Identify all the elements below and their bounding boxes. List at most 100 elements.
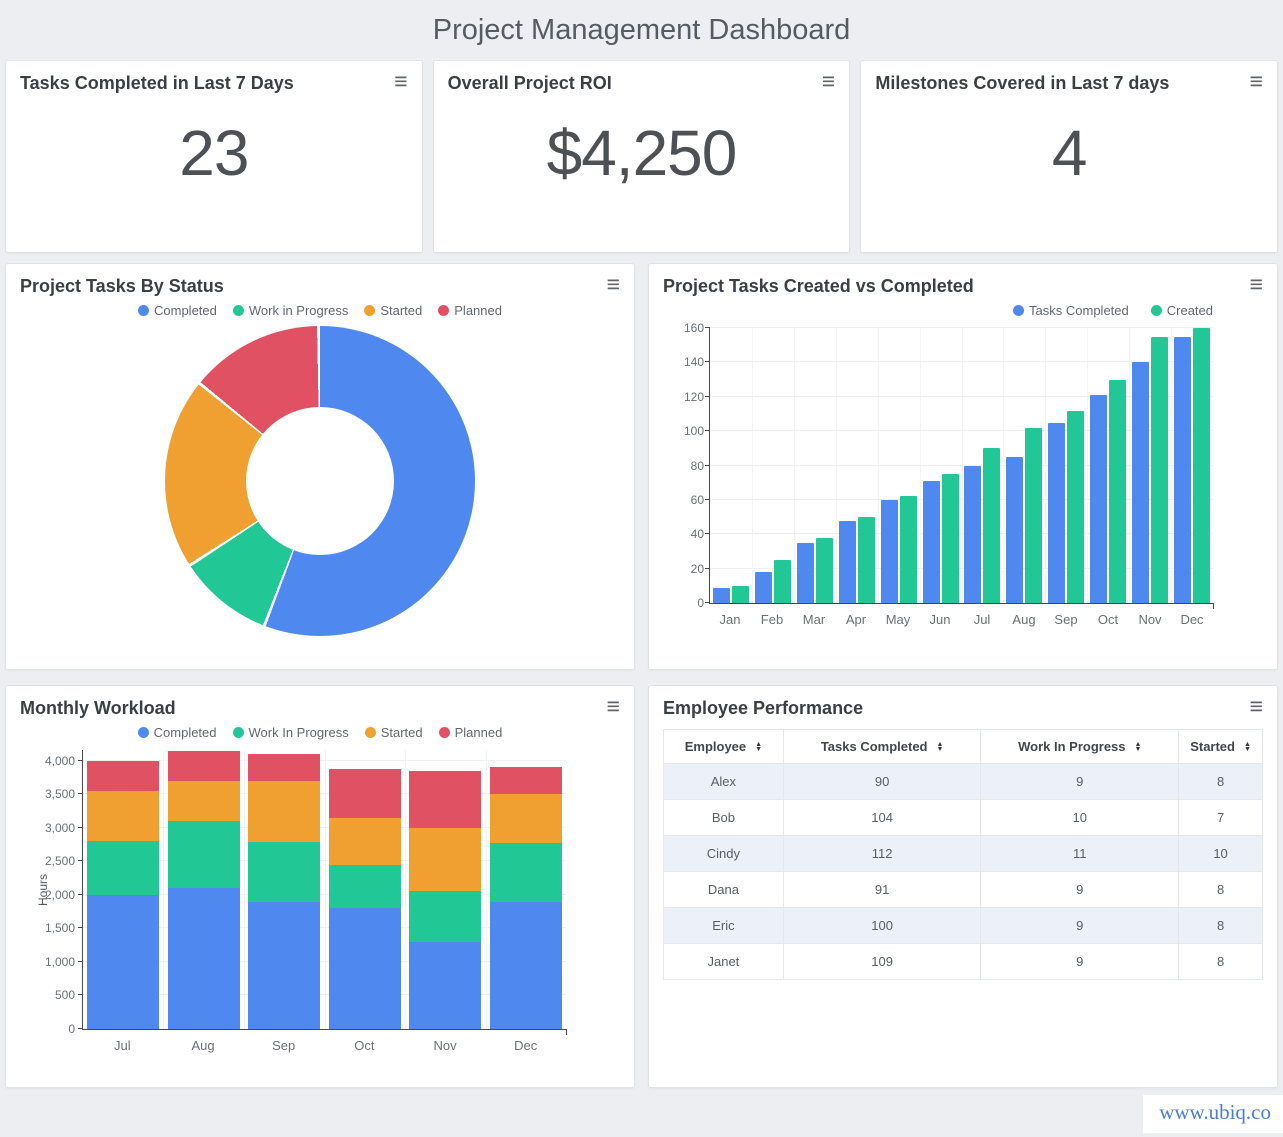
menu-icon[interactable]: ≡ bbox=[606, 693, 620, 719]
legend-item-completed[interactable]: Completed bbox=[137, 725, 217, 740]
donut-chart bbox=[165, 326, 475, 636]
x-axis-label-nov: Nov bbox=[1138, 612, 1162, 627]
column-header-tasks-completed[interactable]: Tasks Completed ▲ ▼ bbox=[782, 729, 982, 764]
legend-dot-icon bbox=[232, 305, 244, 316]
legend-item-work-in-progress[interactable]: Work in Progress bbox=[232, 303, 348, 318]
legend-label: Completed bbox=[153, 725, 217, 740]
table-row-cindy: Cindy 112 11 10 bbox=[663, 835, 1263, 872]
x-axis-label-feb: Feb bbox=[760, 612, 784, 627]
bar-created bbox=[773, 560, 791, 603]
legend-item-planned[interactable]: Planned bbox=[438, 725, 502, 740]
bar-segment-started bbox=[87, 790, 160, 842]
legend-item-tasks-completed[interactable]: Tasks Completed bbox=[1013, 303, 1129, 318]
chart-title: Project Tasks By Status bbox=[20, 276, 224, 296]
table-body: Alex 90 9 8 Bob 104 10 7 Cindy 112 11 10 Dana 91 9 8 Eri… bbox=[663, 763, 1263, 980]
chart-title: Project Tasks Created vs Completed bbox=[663, 276, 974, 296]
bar-segment-started bbox=[248, 780, 321, 842]
menu-icon[interactable]: ≡ bbox=[1249, 68, 1263, 94]
column-header-work-in-progress[interactable]: Work In Progress ▲ ▼ bbox=[980, 729, 1180, 764]
y-axis-tick bbox=[705, 567, 710, 569]
y-axis-tick-label: 2,500 bbox=[44, 854, 75, 869]
bar-segment-started bbox=[409, 827, 482, 891]
y-axis-tick-label: 160 bbox=[683, 321, 704, 335]
y-axis-tick bbox=[78, 927, 83, 929]
stacked-bar-nov bbox=[409, 750, 482, 1029]
legend-label: Started bbox=[380, 725, 423, 740]
menu-icon[interactable]: ≡ bbox=[1249, 693, 1263, 719]
sort-icon: ▲ ▼ bbox=[936, 740, 944, 753]
table-row-eric: Eric 100 9 8 bbox=[663, 907, 1263, 944]
kpi-title: Tasks Completed in Last 7 Days bbox=[20, 73, 294, 93]
charts-row-1: Project Tasks By Status ≡ Completed Work … bbox=[5, 263, 1278, 670]
menu-icon[interactable]: ≡ bbox=[394, 68, 408, 94]
x-axis-end-tick bbox=[566, 1029, 567, 1035]
column-header-employee[interactable]: Employee ▲ ▼ bbox=[663, 729, 784, 764]
bar-segment-work-in-progress bbox=[409, 890, 482, 942]
x-axis-label-apr: Apr bbox=[845, 612, 867, 627]
menu-icon[interactable]: ≡ bbox=[606, 271, 620, 297]
chart-card-monthly-workload: Monthly Workload ≡ Completed Work In Prog… bbox=[5, 685, 635, 1088]
legend-item-started[interactable]: Started bbox=[364, 725, 423, 740]
y-axis-tick bbox=[705, 395, 710, 397]
y-axis-tick-label: 0 bbox=[697, 596, 704, 610]
legend-item-started[interactable]: Started bbox=[364, 303, 422, 318]
x-axis-label-dec: Dec bbox=[514, 1038, 538, 1053]
bar-tasks-completed bbox=[1006, 456, 1024, 603]
bars-layer bbox=[83, 750, 566, 1029]
table-cell: 9 bbox=[980, 907, 1180, 944]
y-axis-tick bbox=[705, 533, 710, 535]
stacked-bar-oct bbox=[328, 750, 401, 1029]
table-cell: Eric bbox=[663, 907, 784, 944]
table-cell: 8 bbox=[1178, 907, 1263, 944]
bar-created bbox=[983, 448, 1001, 603]
bar-group-nov bbox=[405, 750, 486, 1029]
bar-created bbox=[1151, 336, 1169, 603]
y-axis-tick bbox=[78, 893, 83, 895]
y-axis-tick bbox=[78, 826, 83, 828]
bar-created bbox=[815, 537, 833, 603]
stacked-bar-chart: Hours 0 500 1,000 1,500 2,000 2,500 3,000 3,500… bbox=[20, 750, 620, 1053]
y-axis-tick-label: 60 bbox=[690, 492, 704, 507]
bar-tasks-completed bbox=[880, 499, 898, 603]
column-header-started[interactable]: Started ▲ ▼ bbox=[1178, 729, 1263, 764]
legend-item-created[interactable]: Created bbox=[1150, 303, 1213, 318]
gridline bbox=[404, 750, 406, 1029]
legend-item-work-in-progress[interactable]: Work In Progress bbox=[232, 725, 349, 740]
donut-legend: Completed Work in Progress Started Planned bbox=[20, 303, 620, 318]
bar-segment-work-in-progress bbox=[87, 841, 160, 895]
gridline bbox=[1129, 328, 1131, 603]
gridline bbox=[877, 328, 879, 603]
menu-icon[interactable]: ≡ bbox=[821, 68, 836, 94]
bar-group-feb bbox=[752, 328, 794, 603]
bar-tasks-completed bbox=[754, 572, 772, 603]
table-cell: Dana bbox=[663, 871, 784, 908]
y-axis-tick-label: 20 bbox=[690, 561, 704, 576]
legend-dot-icon bbox=[1013, 305, 1025, 316]
kpi-value: 4 bbox=[1051, 117, 1088, 189]
watermark-link[interactable]: www.ubiq.co bbox=[1143, 1095, 1283, 1133]
y-axis-tick-label: 2,000 bbox=[44, 887, 75, 902]
bar-group-mar bbox=[794, 328, 836, 603]
bar-created bbox=[1067, 410, 1085, 603]
y-axis-tick-label: 80 bbox=[690, 458, 704, 473]
legend-dot-icon bbox=[438, 727, 450, 738]
column-header-label: Employee bbox=[684, 739, 747, 754]
bar-created bbox=[1193, 328, 1211, 603]
bar-group-aug bbox=[1003, 328, 1045, 603]
y-axis-tick bbox=[78, 860, 83, 862]
legend-item-planned[interactable]: Planned bbox=[438, 303, 502, 318]
bar-group-oct bbox=[325, 750, 406, 1029]
legend-item-completed[interactable]: Completed bbox=[138, 303, 217, 318]
plot-area: Hours 0 500 1,000 1,500 2,000 2,500 3,000 3,500… bbox=[36, 750, 567, 1036]
y-axis-tick bbox=[705, 464, 710, 466]
legend-dot-icon bbox=[137, 727, 149, 738]
table-card-employee-performance: Employee Performance ≡ Employee ▲ ▼ Tasks C… bbox=[648, 685, 1278, 1088]
menu-icon[interactable]: ≡ bbox=[1249, 271, 1263, 297]
y-axis-tick-label: 120 bbox=[683, 389, 704, 404]
legend-dot-icon bbox=[364, 727, 376, 738]
y-axis-tick bbox=[78, 793, 83, 795]
y-axis-tick bbox=[705, 361, 710, 363]
table-cell: 9 bbox=[980, 763, 1180, 800]
gridline bbox=[710, 327, 1213, 328]
table-title: Employee Performance bbox=[663, 698, 864, 718]
